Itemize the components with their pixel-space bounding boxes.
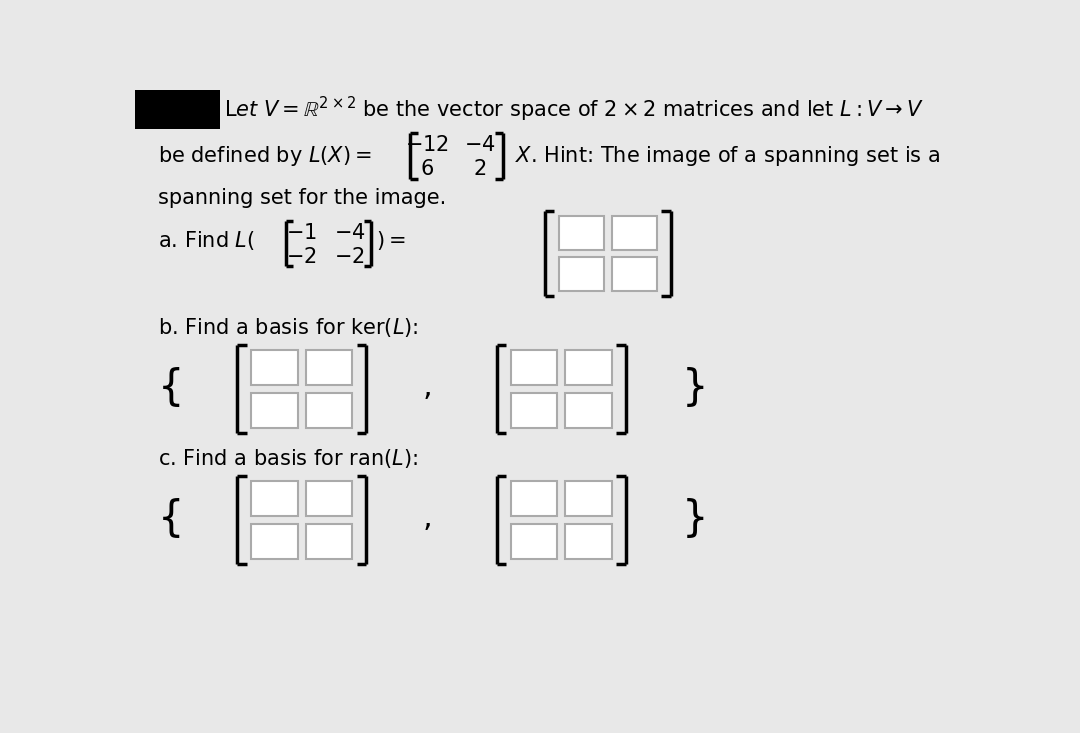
Text: $\mathrm{L}et\ V = \mathbb{R}^{2\times2}$ be the vector space of $2 \times 2$ ma: $\mathrm{L}et\ V = \mathbb{R}^{2\times2}… <box>225 95 923 124</box>
Text: $-4$: $-4$ <box>334 224 365 243</box>
FancyBboxPatch shape <box>306 350 352 385</box>
Text: $X$. Hint: The image of a spanning set is a: $X$. Hint: The image of a spanning set i… <box>515 144 940 168</box>
Text: $\{$: $\{$ <box>157 365 180 409</box>
Text: $-12$: $-12$ <box>405 135 449 155</box>
FancyBboxPatch shape <box>135 90 220 129</box>
FancyBboxPatch shape <box>511 393 557 428</box>
Text: $-1$: $-1$ <box>286 224 318 243</box>
Text: $6$: $6$ <box>420 159 434 179</box>
Text: be defined by $L(X) = $: be defined by $L(X) = $ <box>159 144 373 168</box>
Text: $) = $: $) = $ <box>376 229 406 252</box>
FancyBboxPatch shape <box>511 481 557 516</box>
FancyBboxPatch shape <box>565 350 611 385</box>
FancyBboxPatch shape <box>252 524 298 559</box>
Text: $\}$: $\}$ <box>681 365 704 409</box>
FancyBboxPatch shape <box>306 524 352 559</box>
Text: $\}$: $\}$ <box>681 496 704 539</box>
Text: $-4$: $-4$ <box>464 135 496 155</box>
FancyBboxPatch shape <box>611 257 657 291</box>
FancyBboxPatch shape <box>252 393 298 428</box>
Text: $-2$: $-2$ <box>335 246 365 267</box>
FancyBboxPatch shape <box>565 393 611 428</box>
FancyBboxPatch shape <box>511 350 557 385</box>
Text: $,$: $,$ <box>422 503 431 532</box>
Text: $\{$: $\{$ <box>157 496 180 539</box>
Text: b. Find a basis for $\ker(L)$:: b. Find a basis for $\ker(L)$: <box>159 316 419 339</box>
FancyBboxPatch shape <box>559 257 604 291</box>
Text: spanning set for the image.: spanning set for the image. <box>159 188 446 208</box>
FancyBboxPatch shape <box>306 393 352 428</box>
FancyBboxPatch shape <box>565 481 611 516</box>
FancyBboxPatch shape <box>252 350 298 385</box>
Text: c. Find a basis for $\mathrm{ran}(L)$:: c. Find a basis for $\mathrm{ran}(L)$: <box>159 447 418 470</box>
FancyBboxPatch shape <box>611 216 657 250</box>
FancyBboxPatch shape <box>559 216 604 250</box>
FancyBboxPatch shape <box>252 481 298 516</box>
FancyBboxPatch shape <box>306 481 352 516</box>
FancyBboxPatch shape <box>565 524 611 559</box>
Text: a. Find $L($: a. Find $L($ <box>159 229 255 252</box>
FancyBboxPatch shape <box>511 524 557 559</box>
Text: $,$: $,$ <box>422 372 431 401</box>
Text: $-2$: $-2$ <box>286 246 316 267</box>
Text: $2$: $2$ <box>473 159 486 179</box>
